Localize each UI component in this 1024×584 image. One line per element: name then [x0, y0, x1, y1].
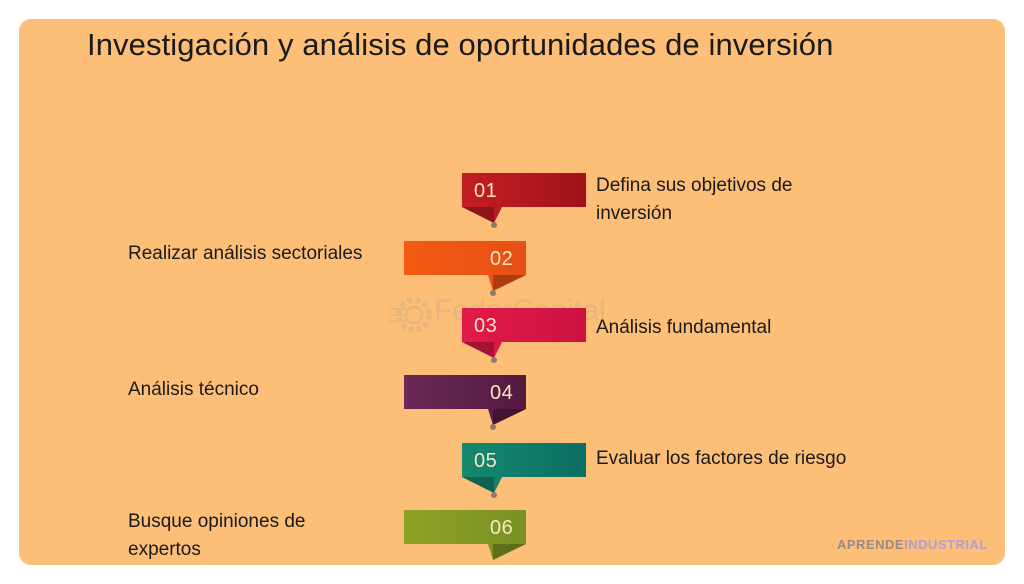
step-label-05: Evaluar los factores de riesgo	[596, 448, 847, 469]
step-ribbon-02: 02	[404, 241, 528, 299]
ribbon-shape	[404, 375, 526, 430]
step-ribbon-01: 01	[462, 173, 586, 231]
brand-part2: INDUSTRIAL	[904, 537, 988, 552]
step-number: 03	[474, 315, 498, 337]
slide-title: Investigación y análisis de oportunidade…	[87, 27, 834, 62]
ribbon-shape	[462, 308, 586, 363]
step-label-06: Busque opiniones de expertos	[128, 511, 306, 560]
step-label-04: Análisis técnico	[128, 379, 259, 400]
brand-part1: APRENDE	[837, 537, 905, 552]
ribbon-shape	[404, 510, 526, 560]
step-number: 06	[490, 517, 514, 539]
step-label-01: Defina sus objetivos de inversión	[596, 175, 793, 224]
ribbon-shape	[404, 241, 526, 296]
step-number: 05	[474, 450, 498, 472]
step-number: 02	[490, 248, 514, 270]
step-ribbon-06: 06	[404, 510, 528, 565]
step-label-02: Realizar análisis sectoriales	[128, 243, 363, 264]
step-ribbon-03: 03	[462, 308, 586, 366]
ribbon-shape	[462, 173, 586, 228]
step-ribbon-04: 04	[404, 375, 528, 433]
gear-logo-icon	[390, 297, 432, 333]
slide: Investigación y análisis de oportunidade…	[19, 19, 1005, 565]
ribbon-shape	[462, 443, 586, 498]
step-ribbon-05: 05	[462, 443, 586, 501]
step-number: 01	[474, 180, 498, 202]
brand-logo: APRENDEINDUSTRIAL	[837, 537, 988, 552]
step-number: 04	[490, 382, 514, 404]
step-label-03: Análisis fundamental	[596, 317, 772, 338]
